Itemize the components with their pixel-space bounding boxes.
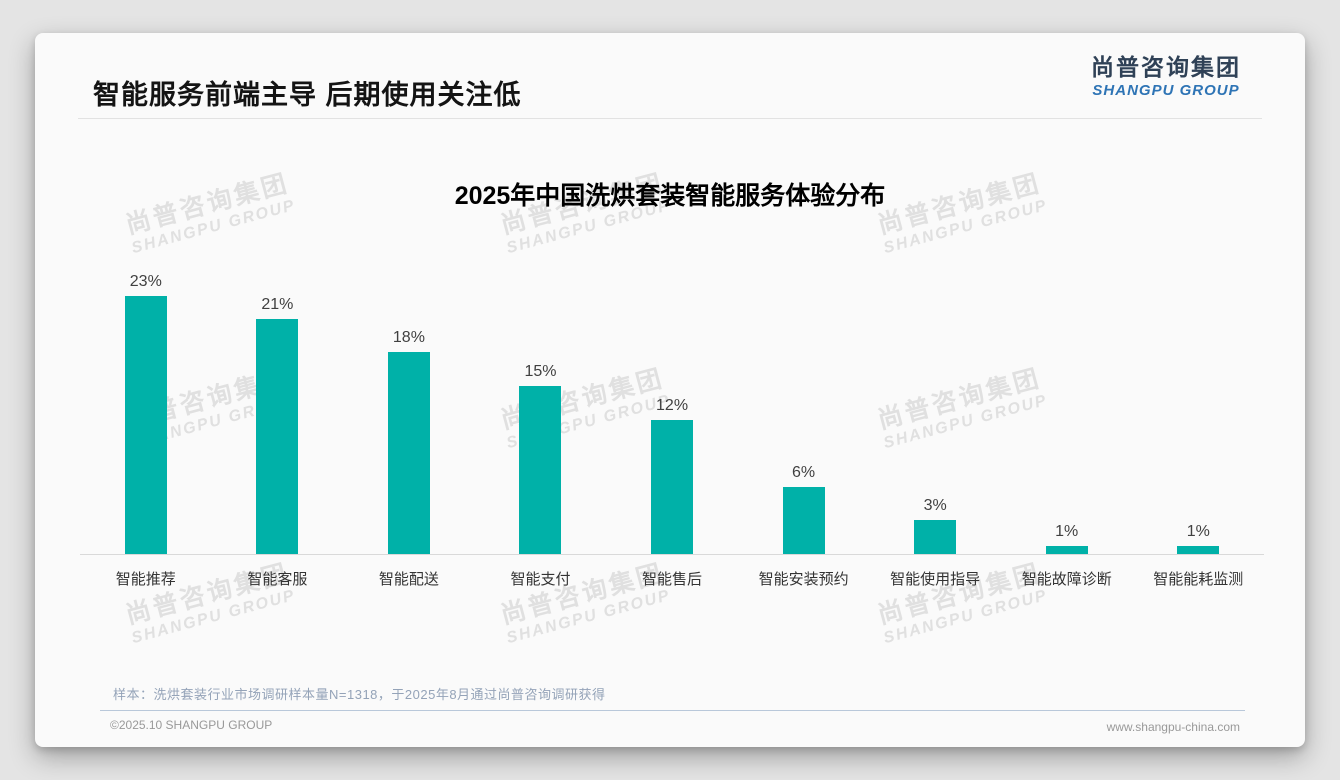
- report-card: 尚普咨询集团 SHANGPU GROUP 尚普咨询集团 SHANGPU GROUP 尚普…: [35, 33, 1305, 747]
- bar-column: 1%: [1001, 263, 1133, 554]
- bar-chart-plot: 23% 21% 18% 15% 12% 6% 3% 1% 1%: [80, 263, 1264, 555]
- bar-value-label: 6%: [792, 464, 816, 481]
- bar: [519, 386, 562, 554]
- chart-title: 2025年中国洗烘套装智能服务体验分布: [454, 182, 886, 210]
- bar-value-label: 15%: [524, 363, 557, 380]
- category-label: 智能故障诊断: [1021, 571, 1112, 588]
- category-label: 智能安装预约: [758, 571, 849, 588]
- bar: [256, 319, 299, 554]
- category-label: 智能客服: [247, 571, 308, 588]
- bar-value-label: 1%: [1186, 523, 1210, 540]
- bar-value-label: 1%: [1055, 523, 1079, 540]
- sample-note: 样本：洗烘套装行业市场调研样本量N=1318，于2025年8月通过尚普咨询调研获…: [113, 687, 606, 702]
- bar-column: 18%: [343, 263, 475, 554]
- category-label: 智能能耗监测: [1153, 571, 1244, 588]
- bar-column: 21%: [212, 263, 344, 554]
- page-title: 智能服务前端主导 后期使用关注低: [93, 80, 522, 110]
- bar-value-label: 21%: [261, 296, 294, 313]
- bar-column: 15%: [475, 263, 607, 554]
- category-label: 智能使用指导: [890, 571, 981, 588]
- bar: [651, 420, 694, 554]
- bar-value-label: 23%: [129, 273, 162, 290]
- bar: [914, 520, 957, 554]
- brand-logo: 尚普咨询集团 SHANGPU GROUP: [1091, 54, 1241, 100]
- category-label: 智能支付: [510, 571, 571, 588]
- brand-logo-en-text: SHANGPU GROUP: [1092, 81, 1240, 99]
- footer-divider: [100, 710, 1245, 711]
- bar-column: 12%: [606, 263, 738, 554]
- watermark-en-text: SHANGPU GROUP: [504, 586, 673, 647]
- bar-value-label: 3%: [923, 497, 947, 514]
- brand-logo-cn-text: 尚普咨询集团: [1091, 54, 1241, 80]
- bar: [124, 296, 167, 554]
- bar: [1177, 546, 1220, 554]
- bar: [387, 352, 430, 554]
- bar-value-label: 18%: [392, 329, 425, 346]
- category-label: 智能配送: [378, 571, 439, 588]
- bar: [1045, 546, 1088, 554]
- watermark-en-text: SHANGPU GROUP: [881, 586, 1050, 647]
- footer-website: www.shangpu-china.com: [1106, 720, 1240, 734]
- bar-value-label: 12%: [656, 397, 689, 414]
- footer-copyright: ©2025.10 SHANGPU GROUP: [110, 718, 273, 732]
- bar-column: 1%: [1133, 263, 1265, 554]
- category-label: 智能推荐: [115, 571, 176, 588]
- bar: [782, 487, 825, 554]
- category-label: 智能售后: [642, 571, 703, 588]
- header-divider: [78, 118, 1262, 119]
- category-axis: 智能推荐 智能客服 智能配送 智能支付 智能售后 智能安装预约 智能使用指导 智能故障诊断 智能…: [80, 568, 1264, 589]
- bar-column: 3%: [869, 263, 1001, 554]
- bar-column: 23%: [80, 263, 212, 554]
- bar-column: 6%: [738, 263, 870, 554]
- watermark-en-text: SHANGPU GROUP: [129, 586, 298, 647]
